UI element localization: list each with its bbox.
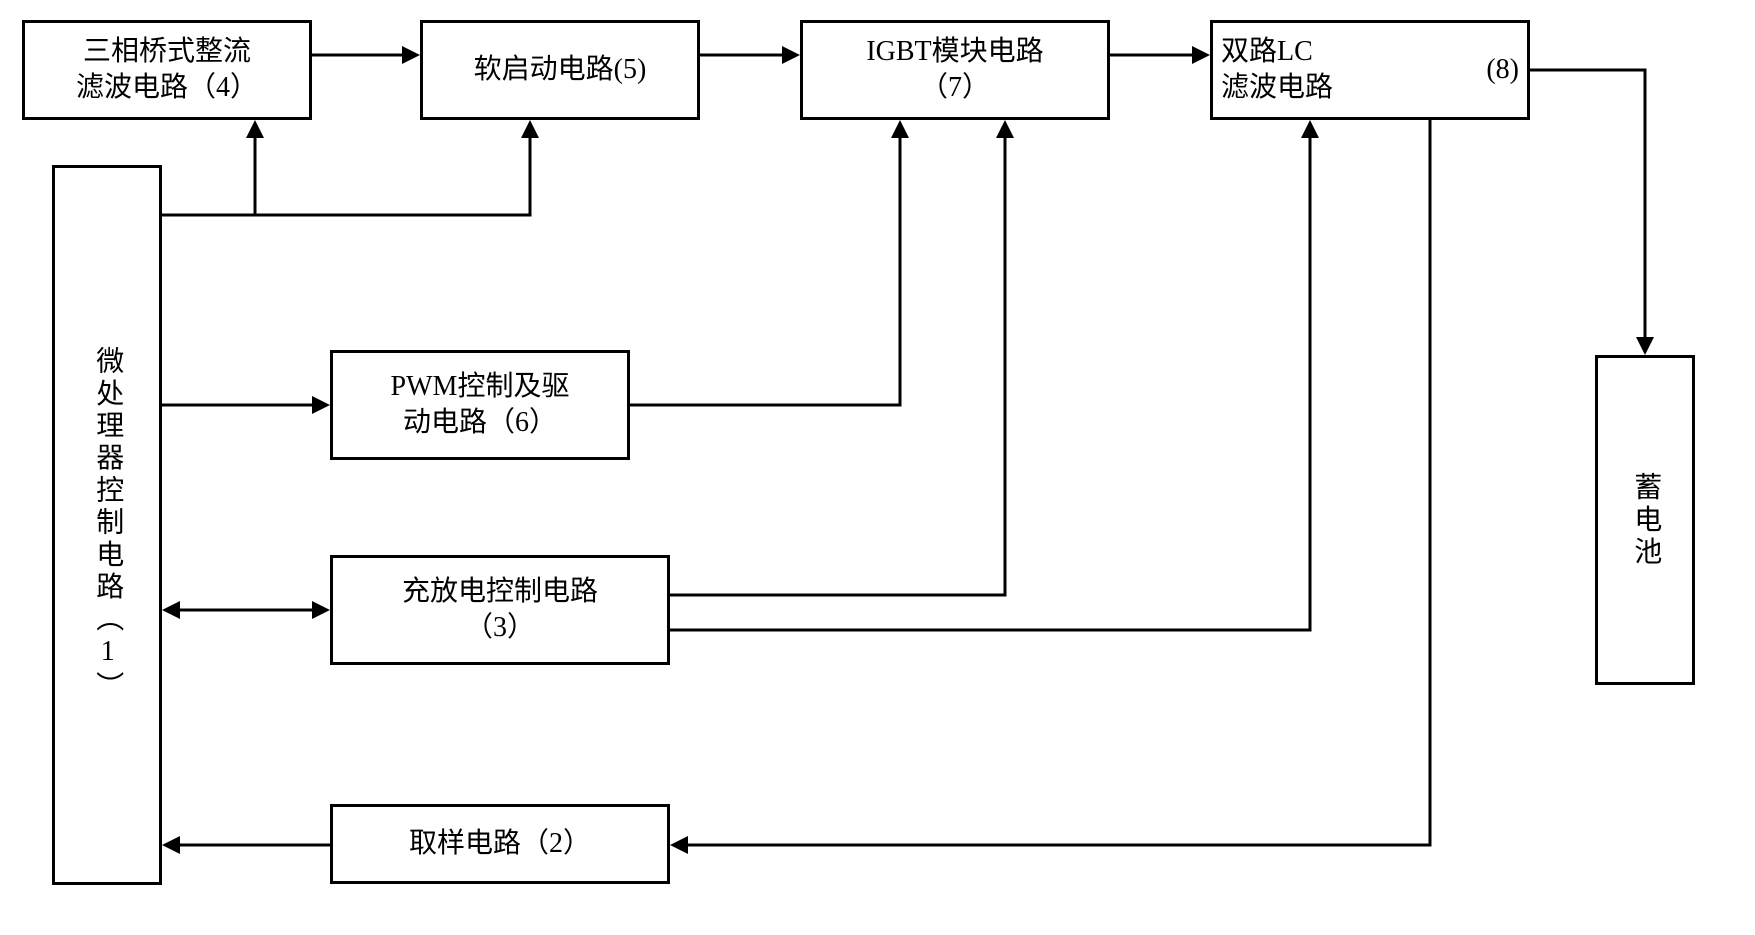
node-label: 蓄电池	[1627, 472, 1663, 569]
edge-e_6_7	[630, 138, 900, 405]
edges-layer	[0, 0, 1755, 935]
edge-e_1_5b	[230, 138, 530, 215]
arrowhead	[312, 601, 330, 619]
edge-e_8_9	[1530, 70, 1645, 337]
edge-e_8_2	[688, 120, 1430, 845]
arrowhead	[782, 46, 800, 64]
arrowhead	[402, 46, 420, 64]
node-three-phase-bridge-rectifier-filter: 三相桥式整流 滤波电路（4）	[22, 20, 312, 120]
arrowhead	[1636, 337, 1654, 355]
edge-e_3_7	[670, 138, 1005, 595]
node-label-line1: 双路LC	[1221, 34, 1313, 70]
arrowhead	[996, 120, 1014, 138]
node-label: 充放电控制电路 （3）	[402, 574, 598, 647]
node-igbt-module: IGBT模块电路 （7）	[800, 20, 1110, 120]
arrowhead	[162, 836, 180, 854]
arrowhead	[312, 396, 330, 414]
arrowhead	[1192, 46, 1210, 64]
edge-e_1_45	[162, 138, 255, 215]
node-label-extra: (8)	[1486, 52, 1519, 88]
node-label: 三相桥式整流 滤波电路（4）	[76, 34, 258, 107]
arrowhead	[521, 120, 539, 138]
node-label: 微处理器控制电路（1）	[89, 346, 125, 703]
node-soft-start-circuit: 软启动电路(5)	[420, 20, 700, 120]
node-label: PWM控制及驱 动电路（6）	[391, 369, 570, 442]
arrowhead	[670, 836, 688, 854]
node-sampling-circuit: 取样电路（2）	[330, 804, 670, 884]
node-label-line2: 滤波电路	[1221, 70, 1333, 106]
arrowhead	[1301, 120, 1319, 138]
node-charge-discharge-control: 充放电控制电路 （3）	[330, 555, 670, 665]
node-pwm-control-driver: PWM控制及驱 动电路（6）	[330, 350, 630, 460]
arrowhead	[891, 120, 909, 138]
arrowhead	[246, 120, 264, 138]
node-mcu-control: 微处理器控制电路（1）	[52, 165, 162, 885]
node-label: 软启动电路(5)	[474, 52, 647, 88]
edge-e_3_8	[670, 138, 1310, 630]
node-dual-lc-filter: 双路LC 滤波电路 (8)	[1210, 20, 1530, 120]
node-label: IGBT模块电路 （7）	[866, 34, 1043, 107]
node-battery: 蓄电池	[1595, 355, 1695, 685]
arrowhead	[162, 601, 180, 619]
node-label: 取样电路（2）	[409, 826, 591, 862]
